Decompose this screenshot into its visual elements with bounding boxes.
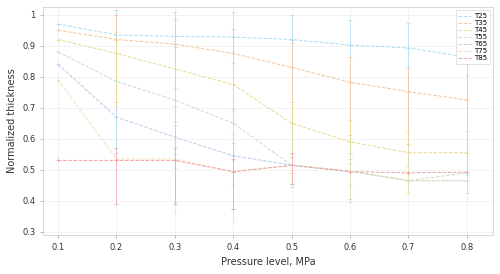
X-axis label: Pressure level, MPa: Pressure level, MPa xyxy=(221,257,316,267)
Legend: T25, T35, T45, T55, T65, T75, T85: T25, T35, T45, T55, T65, T75, T85 xyxy=(456,10,490,64)
Y-axis label: Normalized thickness: Normalized thickness xyxy=(7,68,17,173)
